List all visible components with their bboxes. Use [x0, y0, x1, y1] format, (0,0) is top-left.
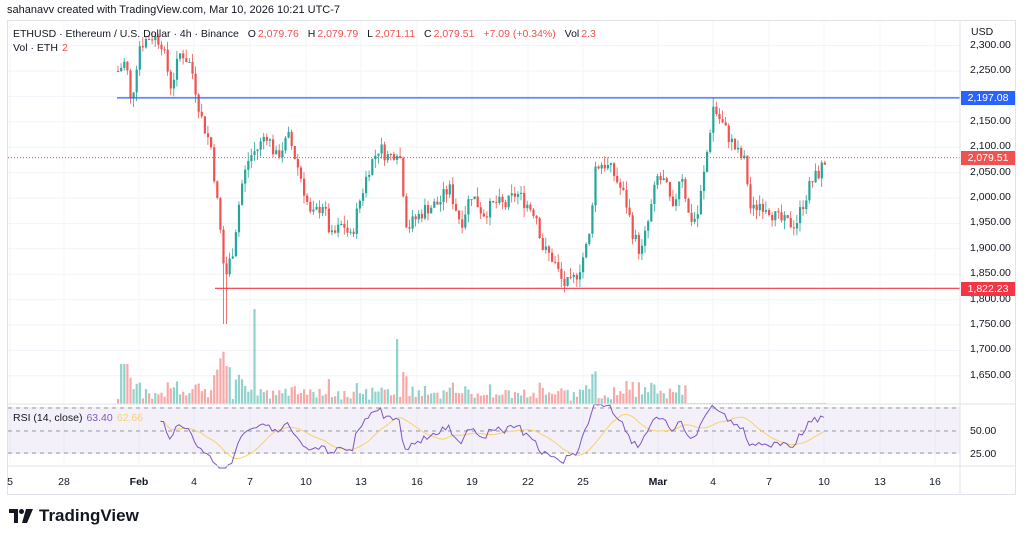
time-label: 10 — [300, 476, 312, 488]
rsi-tick-25: 25.00 — [970, 448, 997, 460]
currency-label[interactable]: USD — [961, 21, 1015, 43]
horizontal-lines — [8, 97, 960, 289]
vol-series-value: 2 — [61, 42, 68, 54]
time-label: 25 — [577, 476, 589, 488]
price-tick: 2,250.00 — [970, 64, 1011, 76]
price-tick: 2,100.00 — [970, 140, 1011, 153]
time-label: 16 — [411, 476, 423, 488]
tradingview-logo[interactable]: TradingView — [9, 506, 139, 526]
price-tick: 2,050.00 — [970, 165, 1011, 178]
time-label: 4 — [191, 476, 197, 488]
ohlc-legend: ETHUSD · Ethereum / U.S. Dollar · 4h · B… — [13, 28, 598, 40]
time-label: 5 — [7, 476, 13, 488]
price-tick: 1,950.00 — [970, 216, 1011, 229]
high-value: 2,079.79 — [317, 28, 359, 40]
price-tick: 1,700.00 — [970, 343, 1011, 356]
rsi-legend: RSI (14, close) 63.40 62.66 — [13, 412, 143, 424]
grid-lines — [8, 21, 960, 466]
close-value: 2,079.51 — [433, 28, 475, 40]
tradingview-logo-icon — [9, 509, 33, 523]
time-label: 13 — [874, 476, 886, 488]
current-price-tag: 2,079.51 — [961, 151, 1015, 165]
vol-label: Vol — [564, 28, 580, 40]
time-label: 7 — [247, 476, 253, 488]
time-label: 10 — [818, 476, 830, 488]
symbol-title[interactable]: ETHUSD · Ethereum / U.S. Dollar · 4h · B… — [13, 28, 239, 40]
price-tick: 2,300.00 — [970, 38, 1011, 51]
close-label: C — [423, 28, 432, 40]
vol-series-label[interactable]: Vol · ETH — [13, 42, 58, 54]
rsi-label[interactable]: RSI (14, close) — [13, 412, 83, 424]
open-value: 2,079.76 — [257, 28, 299, 40]
price-tick: 2,150.00 — [970, 114, 1011, 127]
volume-legend: Vol · ETH 2 — [13, 42, 68, 54]
resistance-price-tag: 2,197.08 — [961, 91, 1015, 105]
rsi-levels — [8, 407, 960, 454]
price-tick: 2,000.00 — [970, 191, 1011, 203]
time-label: 22 — [522, 476, 534, 488]
time-label: 13 — [355, 476, 367, 488]
time-label: Mar — [648, 476, 668, 488]
time-label: 19 — [466, 476, 478, 488]
candles — [117, 31, 826, 324]
price-tick: 1,650.00 — [970, 368, 1011, 381]
brand-name: TradingView — [39, 506, 139, 525]
change-value: +7.09 (+0.34%) — [483, 28, 556, 40]
support-price-tag: 1,822.23 — [961, 282, 1015, 296]
volume-bars — [117, 309, 826, 404]
rsi-tick-50: 50.00 — [970, 425, 997, 437]
price-tick: 1,900.00 — [970, 241, 1011, 254]
time-label: 28 — [58, 476, 70, 488]
high-label: H — [307, 28, 316, 40]
low-value: 2,071.11 — [374, 28, 416, 40]
time-label: Feb — [129, 476, 149, 488]
price-tick: 1,850.00 — [970, 267, 1011, 280]
time-label: 7 — [766, 476, 772, 488]
time-label: 16 — [929, 476, 941, 488]
chart-frame — [7, 20, 1016, 495]
rsi-lines — [160, 403, 825, 469]
price-tick: 1,750.00 — [970, 318, 1011, 330]
chart-credit: sahanavv created with TradingView.com, M… — [7, 4, 341, 16]
time-label: 4 — [710, 476, 716, 488]
low-label: L — [367, 28, 373, 40]
vol-value: 2.3 — [581, 28, 596, 40]
open-label: O — [247, 28, 256, 40]
rsi-value: 63.40 — [86, 412, 113, 424]
rsi-ma-value: 62.66 — [116, 412, 144, 424]
